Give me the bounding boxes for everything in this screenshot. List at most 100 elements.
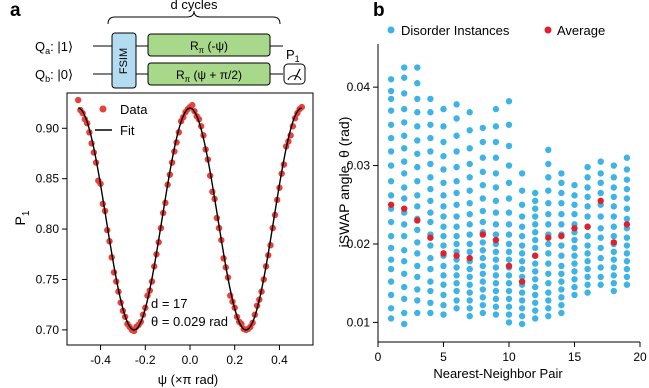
plot-b-instance-point [427,278,434,285]
plot-b-instance-point [518,170,526,177]
plot-b-instance-point [427,254,434,262]
plot-b-instance-point [597,189,604,197]
plot-b-instance-point [440,291,447,299]
cycles-brace [107,10,281,25]
plot-b-instance-point [401,283,408,291]
plot-b-instance-point [414,163,421,171]
plot-b-instance-point [440,272,447,279]
circuit-diagram: Qa: |1⟩ Qb: |0⟩ d cycles FSIM Rπ (-ψ) Rπ… [35,0,306,89]
plot-b-instance-point [505,142,513,150]
plot-b-instance-point [545,240,552,248]
plot-b-instance-point [479,124,486,132]
plot-b-instance-point [466,289,473,296]
plot-b-instance-point [414,297,421,304]
plot-b-instance-point [492,184,500,191]
plot-b-instance-point [453,297,460,304]
plot-b-instance-point [401,64,408,71]
plot-b-instance-point [532,268,539,275]
plot-b-average-point [427,234,434,241]
plot-b-instance-point [558,286,565,293]
plot-b-instance-point [518,242,526,249]
plot-b-instance-point [623,265,631,273]
plot-b-instance-point [427,109,434,116]
plot-b-instance-point [414,226,421,234]
plot-b-average-point [440,250,447,257]
plot-b-average-point [505,262,513,270]
plot-b-instance-point [532,307,539,314]
plot-b-instance-point [545,160,552,168]
plot-b-instance-point [532,213,539,220]
plot-b-instance-point [545,187,552,194]
plot-b-instance-point [558,221,565,228]
plot-b-instance-point [492,279,500,287]
plot-b-instance-point [505,240,513,248]
plot-b-instance-point [387,134,395,142]
plot-b-instance-point [571,181,578,189]
plot-b-instance-point [558,262,565,270]
plot-b-instance-point [505,303,513,310]
plot-b-instance-point [610,248,617,256]
plot-b-instance-point [597,225,604,232]
plot-b-average-point [518,278,526,285]
plot-b-instance-point [623,205,631,212]
plot-b-instance-point [401,105,408,113]
plot-b-instance-point [387,265,395,273]
plot-b-instance-point [387,291,395,299]
plot-b-instance-point [571,252,578,259]
plot-b-instance-point [584,213,591,220]
plot-a-ytick-label: 0.90 [36,121,60,135]
plot-b-instance-point [453,201,460,208]
plot-b-instance-point [440,223,447,230]
plot-b-instance-point [479,207,486,215]
plot-b-instance-point [558,278,565,285]
plot-b-xtick-label: 10 [502,350,516,364]
plot-b-instance-point [545,270,552,277]
legend-b-average-marker [544,26,552,34]
plot-b-average-point [545,234,552,241]
plot-b-instance-point [558,179,565,187]
panel-label-b: b [373,0,385,21]
plot-b-instance-point [492,105,500,113]
plot-a-frame [66,92,314,346]
plot-a-ylabel: P1 [12,210,32,225]
plot-b-instance-point [401,270,408,277]
legend-a-data-marker [99,105,107,113]
plot-b-ytick-label: 0.02 [347,237,371,251]
plot-b-instance-point [453,223,460,230]
plot-b-instance-point [584,232,591,240]
plot-a-xlabel: ψ (×π rad) [158,372,219,387]
plot-b-average-point [479,231,486,238]
plot-b-instance-point [427,160,434,168]
plot-b-instance-point [505,256,513,263]
plot-b-instance-point [453,287,460,295]
plot-b-instance-point [479,181,486,189]
plot-b-instance-point [518,258,526,265]
plot-b-instance-point [401,170,408,177]
plot-b-instance-point [401,295,408,303]
plot-b-instance-point [610,256,617,263]
plot-b-instance-point [440,138,447,146]
plot-b-instance-point [414,137,421,144]
plot-b-instance-point [466,199,473,207]
plot-b-instance-point [597,234,604,241]
plot-b-instance-point [414,64,421,71]
plot-b-instance-point [518,297,526,304]
plot-b-instance-point [610,279,617,287]
plot-b-instance-point [401,119,408,126]
plot-b-instance-point [532,197,539,205]
plot-b-instance-point [505,287,513,295]
plot-b-xtick-label: 20 [633,350,647,364]
plot-b-instance-point [610,287,617,295]
plot-b-instance-point [532,205,539,212]
plot-b-instance-point [414,250,421,257]
qubit-a-label: Qa: |1⟩ [35,39,73,56]
plot-b-instance-point [387,256,395,263]
plot-b-instance-point [453,132,460,139]
meter-arc-icon [287,75,302,81]
plot-b-instance-point [414,262,421,270]
plot-b-instance-point [414,273,421,281]
plot-b-instance-point [427,95,434,103]
plot-b-instance-point [479,195,486,202]
plot-b-average-point [584,223,591,230]
plot-b-instance-point [440,166,447,173]
